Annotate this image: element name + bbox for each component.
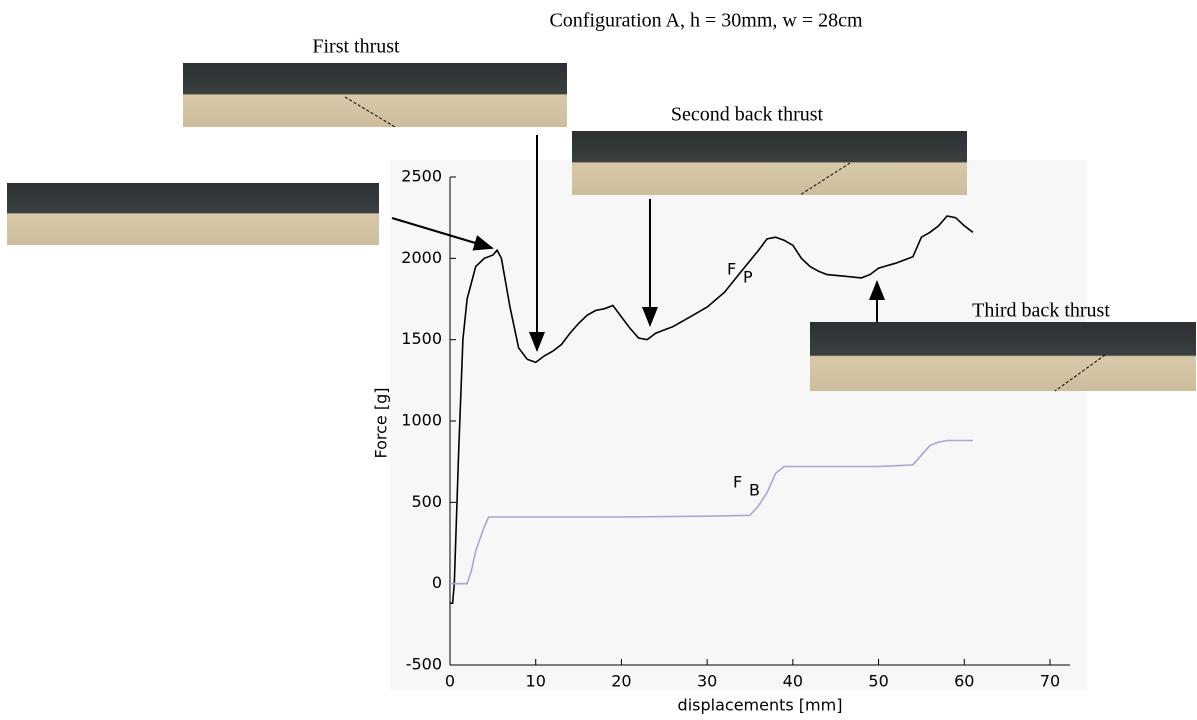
y-tick-label: 500 — [411, 492, 442, 511]
series-label-sub: P — [743, 268, 753, 287]
x-tick-label: 70 — [1040, 672, 1060, 691]
x-tick-label: 50 — [868, 672, 888, 691]
chart-title: Configuration A, h = 30mm, w = 28cm — [549, 10, 863, 32]
y-axis-label: Force [g] — [372, 387, 391, 458]
y-tick-label: -500 — [406, 655, 442, 674]
photo-insets — [7, 63, 1196, 392]
annotation: First thrust — [312, 36, 400, 58]
x-tick-label: 40 — [783, 672, 803, 691]
photo — [810, 322, 1196, 391]
plot-background — [390, 160, 1087, 690]
y-tick-label: 1500 — [401, 329, 442, 348]
series-label: F — [727, 260, 736, 279]
photo — [7, 183, 379, 245]
annotation: Second back thrust — [671, 104, 824, 126]
x-tick-label: 0 — [445, 672, 455, 691]
arrows — [391, 135, 885, 352]
x-tick-label: 60 — [954, 672, 974, 691]
y-tick-label: 1000 — [401, 411, 442, 430]
arrow — [391, 217, 494, 251]
series-label: F — [733, 473, 742, 492]
photo — [572, 131, 967, 195]
series-line — [450, 439, 973, 585]
y-tick-label: 0 — [432, 573, 442, 592]
fault-line — [1054, 354, 1106, 392]
y-tick-label: 2500 — [401, 167, 442, 186]
x-tick-label: 20 — [611, 672, 631, 691]
x-tick-label: 30 — [697, 672, 717, 691]
x-tick-label: 10 — [526, 672, 546, 691]
photo — [183, 63, 567, 127]
series-line — [450, 215, 974, 604]
y-tick-label: 2000 — [401, 248, 442, 267]
series-label-sub: B — [749, 481, 760, 500]
annotation: Third back thrust — [972, 300, 1110, 322]
x-axis-label: displacements [mm] — [678, 696, 843, 715]
